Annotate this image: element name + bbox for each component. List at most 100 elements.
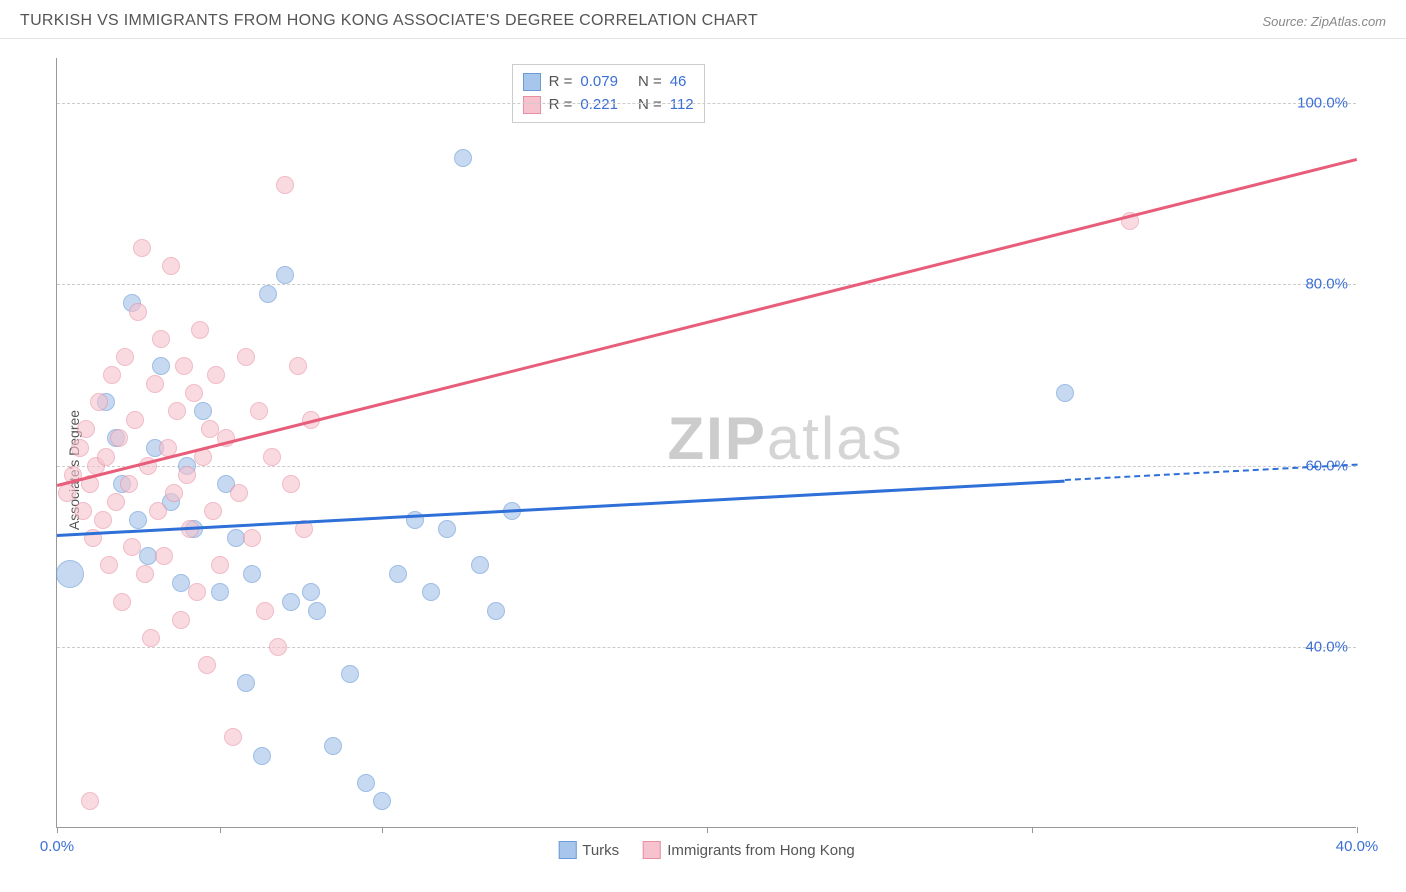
- chart-title: TURKISH VS IMMIGRANTS FROM HONG KONG ASS…: [20, 12, 758, 30]
- scatter-point: [129, 511, 147, 529]
- legend-swatch: [523, 73, 541, 91]
- legend-item: Immigrants from Hong Kong: [643, 841, 855, 859]
- scatter-point: [155, 547, 173, 565]
- bottom-legend: Turks Immigrants from Hong Kong: [558, 841, 855, 859]
- stat-n-value: 46: [670, 71, 687, 94]
- scatter-point: [224, 728, 242, 746]
- scatter-point: [152, 330, 170, 348]
- scatter-point: [207, 366, 225, 384]
- scatter-point: [243, 529, 261, 547]
- scatter-point: [168, 402, 186, 420]
- scatter-point: [237, 348, 255, 366]
- scatter-point: [126, 411, 144, 429]
- scatter-point: [133, 239, 151, 257]
- scatter-point: [103, 366, 121, 384]
- watermark: ZIPatlas: [668, 404, 904, 473]
- scatter-point: [100, 556, 118, 574]
- scatter-point: [269, 638, 287, 656]
- x-tick: [1032, 827, 1033, 833]
- scatter-point: [172, 574, 190, 592]
- x-tick: [220, 827, 221, 833]
- scatter-point: [201, 420, 219, 438]
- stat-n-label: N =: [638, 71, 662, 94]
- legend-label: Immigrants from Hong Kong: [667, 842, 855, 859]
- scatter-point: [1056, 384, 1074, 402]
- scatter-point: [77, 420, 95, 438]
- scatter-point: [188, 583, 206, 601]
- scatter-point: [56, 560, 84, 588]
- scatter-point: [253, 747, 271, 765]
- stat-n-label: N =: [638, 94, 662, 117]
- scatter-point: [250, 402, 268, 420]
- chart-source: Source: ZipAtlas.com: [1262, 14, 1386, 29]
- scatter-point: [438, 520, 456, 538]
- scatter-point: [204, 502, 222, 520]
- scatter-point: [308, 602, 326, 620]
- scatter-point: [175, 357, 193, 375]
- scatter-point: [178, 466, 196, 484]
- legend-label: Turks: [582, 842, 619, 859]
- x-tick: [707, 827, 708, 833]
- scatter-point: [142, 629, 160, 647]
- scatter-point: [90, 393, 108, 411]
- scatter-point: [454, 149, 472, 167]
- gridline: [57, 103, 1356, 104]
- scatter-point: [136, 565, 154, 583]
- scatter-point: [211, 583, 229, 601]
- scatter-point: [302, 583, 320, 601]
- gridline: [57, 466, 1356, 467]
- scatter-point: [191, 321, 209, 339]
- scatter-point: [211, 556, 229, 574]
- scatter-point: [74, 502, 92, 520]
- scatter-point: [237, 674, 255, 692]
- legend-swatch: [558, 841, 576, 859]
- gridline: [57, 647, 1356, 648]
- legend-swatch: [523, 96, 541, 114]
- scatter-point: [185, 384, 203, 402]
- stat-n-value: 112: [670, 94, 694, 117]
- plot-area: ZIPatlas R =0.079N =46R =0.221N =112 Tur…: [56, 58, 1356, 828]
- scatter-point: [471, 556, 489, 574]
- stats-row: R =0.079N =46: [523, 71, 694, 94]
- scatter-point: [324, 737, 342, 755]
- scatter-point: [129, 303, 147, 321]
- scatter-point: [276, 176, 294, 194]
- stats-row: R =0.221N =112: [523, 94, 694, 117]
- chart-container: Associate's Degree ZIPatlas R =0.079N =4…: [0, 48, 1406, 892]
- x-tick: [1357, 827, 1358, 833]
- stat-r-value: 0.079: [580, 71, 618, 94]
- x-tick-label: 0.0%: [40, 838, 74, 855]
- scatter-point: [172, 611, 190, 629]
- x-tick: [57, 827, 58, 833]
- scatter-point: [289, 357, 307, 375]
- stat-r-label: R =: [549, 94, 573, 117]
- scatter-point: [120, 475, 138, 493]
- scatter-point: [194, 402, 212, 420]
- watermark-bold: ZIP: [668, 405, 767, 472]
- legend-item: Turks: [558, 841, 619, 859]
- scatter-point: [230, 484, 248, 502]
- x-tick: [382, 827, 383, 833]
- scatter-point: [81, 792, 99, 810]
- trend-line: [57, 158, 1358, 487]
- scatter-point: [97, 448, 115, 466]
- scatter-point: [149, 502, 167, 520]
- stats-legend-box: R =0.079N =46R =0.221N =112: [512, 64, 705, 123]
- scatter-point: [282, 475, 300, 493]
- scatter-point: [165, 484, 183, 502]
- scatter-point: [259, 285, 277, 303]
- x-tick-label: 40.0%: [1336, 838, 1379, 855]
- scatter-point: [243, 565, 261, 583]
- watermark-light: atlas: [767, 405, 904, 472]
- scatter-point: [487, 602, 505, 620]
- scatter-point: [422, 583, 440, 601]
- scatter-point: [71, 439, 89, 457]
- scatter-point: [162, 257, 180, 275]
- scatter-point: [389, 565, 407, 583]
- scatter-point: [282, 593, 300, 611]
- scatter-point: [116, 348, 134, 366]
- y-tick-label: 100.0%: [1297, 95, 1348, 112]
- legend-swatch: [643, 841, 661, 859]
- scatter-point: [94, 511, 112, 529]
- scatter-point: [110, 429, 128, 447]
